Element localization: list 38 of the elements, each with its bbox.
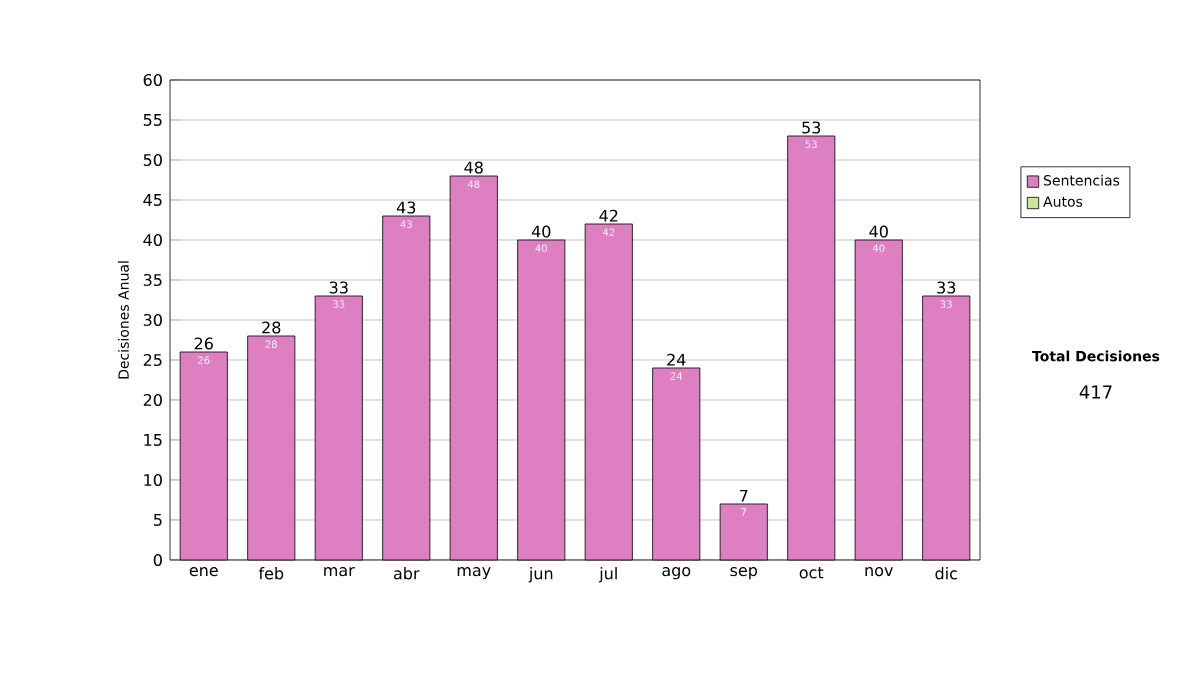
x-tick-label: ago — [662, 567, 691, 580]
y-tick-label: 35 — [143, 273, 162, 287]
total-label: 40 — [531, 225, 551, 238]
y-tick-label: 30 — [143, 313, 162, 327]
x-tick-label: jul — [598, 567, 617, 583]
y-tick-label: 25 — [143, 353, 162, 367]
total-label: 33 — [329, 281, 348, 294]
x-tick-label: nov — [865, 567, 893, 577]
y-tick-label: 40 — [143, 233, 162, 247]
total-label: 53 — [802, 121, 821, 134]
x-tick-label: oct — [799, 567, 824, 579]
y-tick-label: 50 — [143, 153, 162, 167]
y-tick-label: 55 — [143, 114, 162, 126]
total-label: 7 — [739, 489, 748, 502]
y-tick-label: 20 — [143, 393, 162, 407]
x-tick-label: jun — [528, 567, 553, 583]
x-tick-label: ene — [189, 567, 218, 577]
total-label: 33 — [937, 281, 956, 294]
y-tick-label: 0 — [153, 553, 162, 567]
x-tick-label: may — [457, 567, 491, 580]
x-tick-label: feb — [258, 567, 284, 580]
total-label: 26 — [194, 337, 213, 350]
x-tick-label: mar — [324, 567, 355, 577]
total-label: 48 — [464, 161, 483, 174]
text: 417 — [1079, 385, 1112, 399]
total-label: 24 — [667, 353, 686, 366]
y-tick-label: 5 — [154, 514, 162, 526]
x-tick-label: dic — [935, 567, 957, 580]
total-label: 40 — [869, 225, 888, 238]
total-label: 28 — [262, 321, 281, 334]
y-tick-label: 60 — [143, 73, 162, 87]
x-tick-label: abr — [393, 567, 420, 580]
y-tick-label: 45 — [143, 194, 162, 206]
total-label: 43 — [396, 201, 416, 214]
y-tick-label: 15 — [144, 434, 162, 446]
total-label: 42 — [599, 209, 618, 222]
x-tick-label: sep — [730, 567, 758, 580]
y-tick-label: 10 — [144, 473, 162, 487]
